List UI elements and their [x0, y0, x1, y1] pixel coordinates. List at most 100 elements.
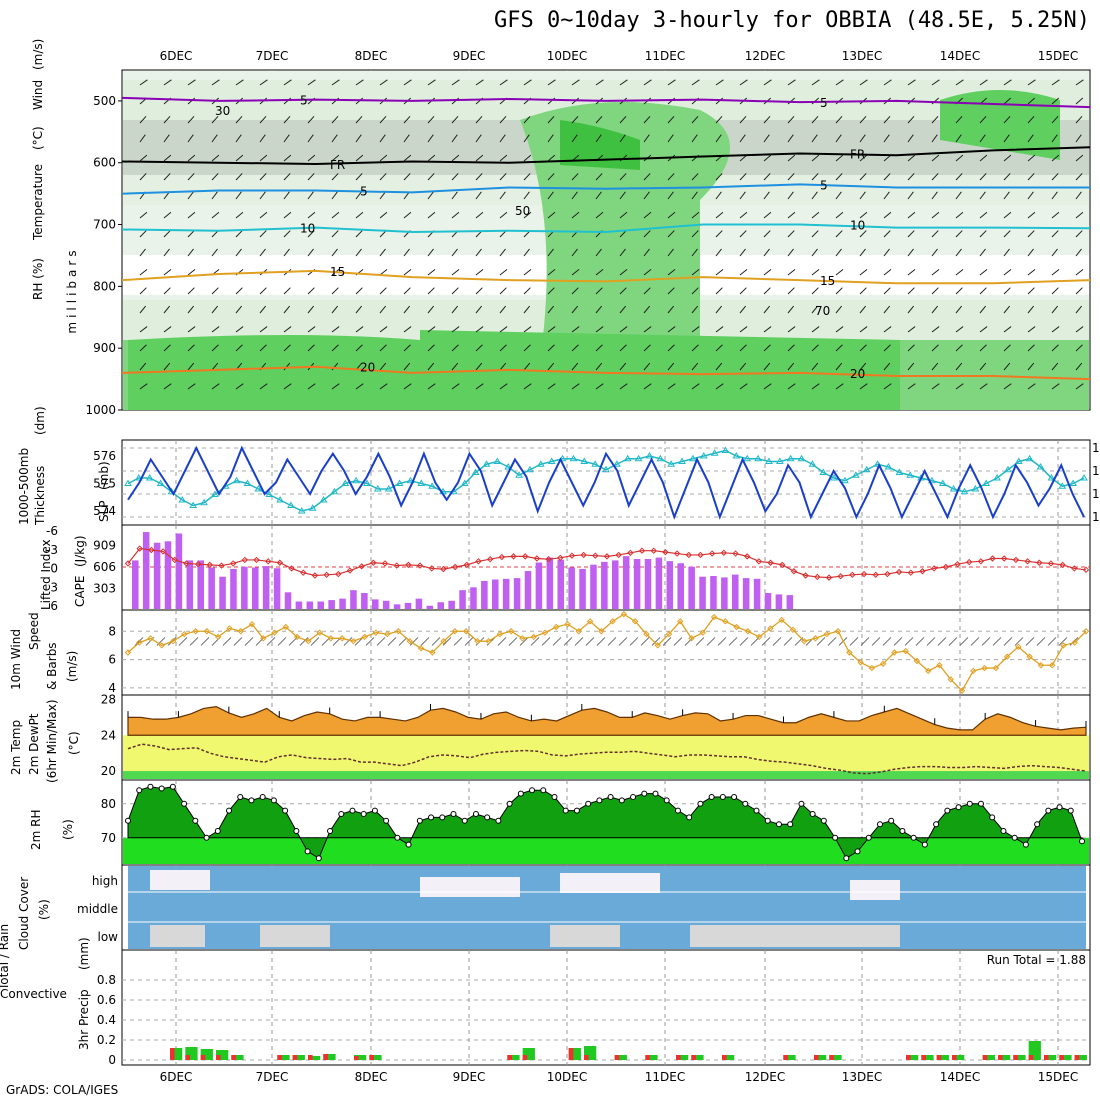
wind-barb [403, 134, 410, 143]
wind-barb [955, 305, 963, 314]
wind-barb [1075, 211, 1084, 219]
wind-barb [595, 248, 602, 257]
wind-speed-point [846, 649, 853, 656]
wind-speed-point [755, 633, 763, 641]
wind-barb [907, 362, 915, 371]
thickness-point [906, 471, 915, 478]
wind-barb [571, 344, 579, 352]
thickness-point [993, 474, 1001, 481]
wind-barb [643, 211, 652, 219]
wind-barb [955, 383, 964, 390]
wind-barb [427, 305, 435, 314]
thickness-point [156, 479, 165, 486]
thickness-point [1080, 474, 1088, 481]
wind-barb [1075, 305, 1083, 314]
li-point [510, 553, 517, 560]
wind-speed-point [868, 664, 876, 672]
rh-point [596, 797, 603, 804]
wind-barb [931, 211, 940, 219]
wind-barb [403, 383, 412, 390]
wind-barb [508, 637, 518, 646]
precip-total-bar [998, 1055, 1011, 1060]
wind-barb [715, 134, 722, 143]
rh-point [327, 828, 334, 834]
li-point [463, 561, 471, 569]
wind-barb [451, 383, 460, 390]
wind-barb [464, 637, 474, 646]
wind-barb [299, 637, 309, 646]
thickness-point [536, 460, 545, 467]
wind-barb [937, 637, 947, 646]
wind-barb [1075, 362, 1083, 371]
thickness-point [1036, 463, 1045, 470]
wind-barb [643, 173, 651, 181]
wind-barb [355, 344, 363, 352]
wind-barb [523, 173, 531, 181]
wind-barb [1003, 362, 1011, 371]
wind-barb [211, 326, 220, 333]
li-point [977, 558, 985, 565]
wind-barb [739, 134, 746, 143]
wind-barb [379, 362, 387, 371]
wind-barb [1075, 344, 1083, 352]
wind-barb [931, 362, 939, 371]
cape-bar [622, 556, 630, 609]
wind-barb [139, 230, 147, 238]
li-tick: 6 [50, 599, 58, 613]
precip-unit: (mm) [77, 937, 91, 970]
thickness-point [938, 479, 947, 486]
wind-barb [1003, 173, 1011, 181]
li-point [942, 563, 950, 571]
wind-barb [883, 79, 892, 86]
wind-speed-point [677, 618, 684, 625]
pressure-tick: 600 [93, 156, 116, 170]
wind-barb [739, 326, 748, 333]
wind-barb [571, 173, 579, 181]
precip-tick: 0 [108, 1053, 116, 1067]
wind-barb [403, 79, 412, 86]
wind-speed-point [688, 635, 695, 642]
cape-bar [502, 578, 510, 609]
thickness-point [689, 454, 697, 462]
pressure-tick: 800 [93, 279, 116, 293]
wind-barb [1003, 97, 1012, 105]
wind-barb [787, 230, 795, 238]
wind-barb [387, 637, 397, 646]
wind-barb [139, 362, 147, 371]
precip-conv-bar [354, 1056, 359, 1060]
rh-point [450, 811, 457, 817]
rh-point [1056, 804, 1063, 811]
precip-total-bar [645, 1055, 658, 1060]
wind-barb [355, 305, 363, 314]
thickness-point [330, 487, 339, 495]
rh-point [865, 834, 872, 841]
wind-barb [955, 287, 963, 295]
thickness-point [232, 476, 241, 484]
wind-barb [1027, 248, 1034, 257]
wind-speed-point [507, 628, 515, 635]
temperature-label: Temperature [31, 164, 45, 241]
wind-barb [187, 305, 195, 314]
wind-barb [763, 134, 770, 143]
wind-tick: 4 [108, 681, 116, 695]
wind-barb [259, 191, 266, 200]
wind-barb [571, 191, 578, 200]
wind-barb [235, 326, 244, 333]
wind-barb [420, 637, 430, 646]
wind-barb [163, 362, 171, 371]
wind-barb [547, 191, 554, 200]
wind-barb [307, 344, 315, 352]
wind-barb [811, 191, 818, 200]
isotherm-label: 15 [820, 274, 835, 288]
precip-total-bar [936, 1055, 949, 1060]
wind-barb [907, 326, 916, 333]
wind-barb [787, 248, 794, 257]
rh-point [652, 790, 659, 797]
wind-barb [979, 134, 986, 143]
wind-speed-point [947, 676, 954, 683]
li-point [872, 571, 879, 578]
wind-barb [1027, 344, 1035, 352]
cape-bar [764, 593, 772, 609]
thickness-point [482, 460, 491, 467]
wind-barb [883, 305, 891, 314]
